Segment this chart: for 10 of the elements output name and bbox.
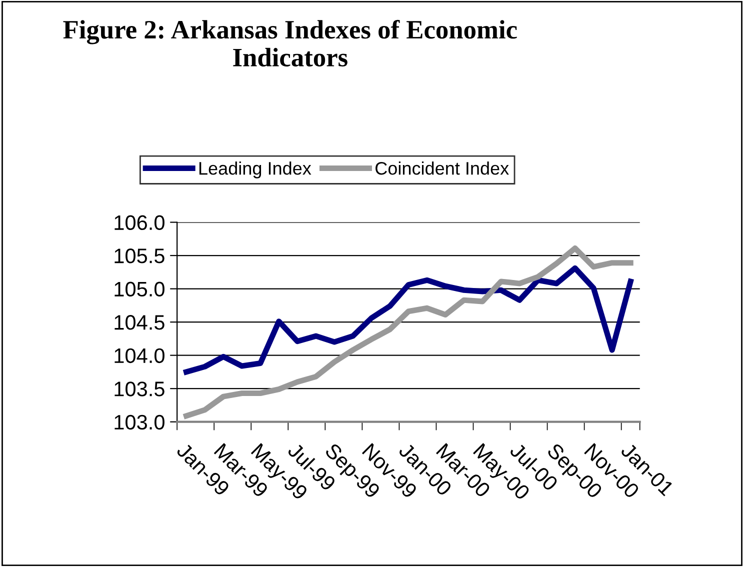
- y-tick-label: 104.5: [114, 315, 164, 330]
- chart-title: Figure 2: Arkansas Indexes of Economic Indicators: [63, 20, 517, 66]
- legend-label: Leading Index: [199, 162, 312, 178]
- y-tick-label: 104.0: [114, 348, 164, 364]
- legend-label: Coincident Index: [376, 162, 509, 175]
- y-tick-label: 106.0: [114, 215, 164, 230]
- y-tick-label: 105.5: [114, 248, 164, 264]
- y-tick-label: 103.0: [114, 414, 164, 430]
- y-tick-label: 103.5: [114, 382, 164, 396]
- y-tick-label: 105.0: [114, 282, 164, 297]
